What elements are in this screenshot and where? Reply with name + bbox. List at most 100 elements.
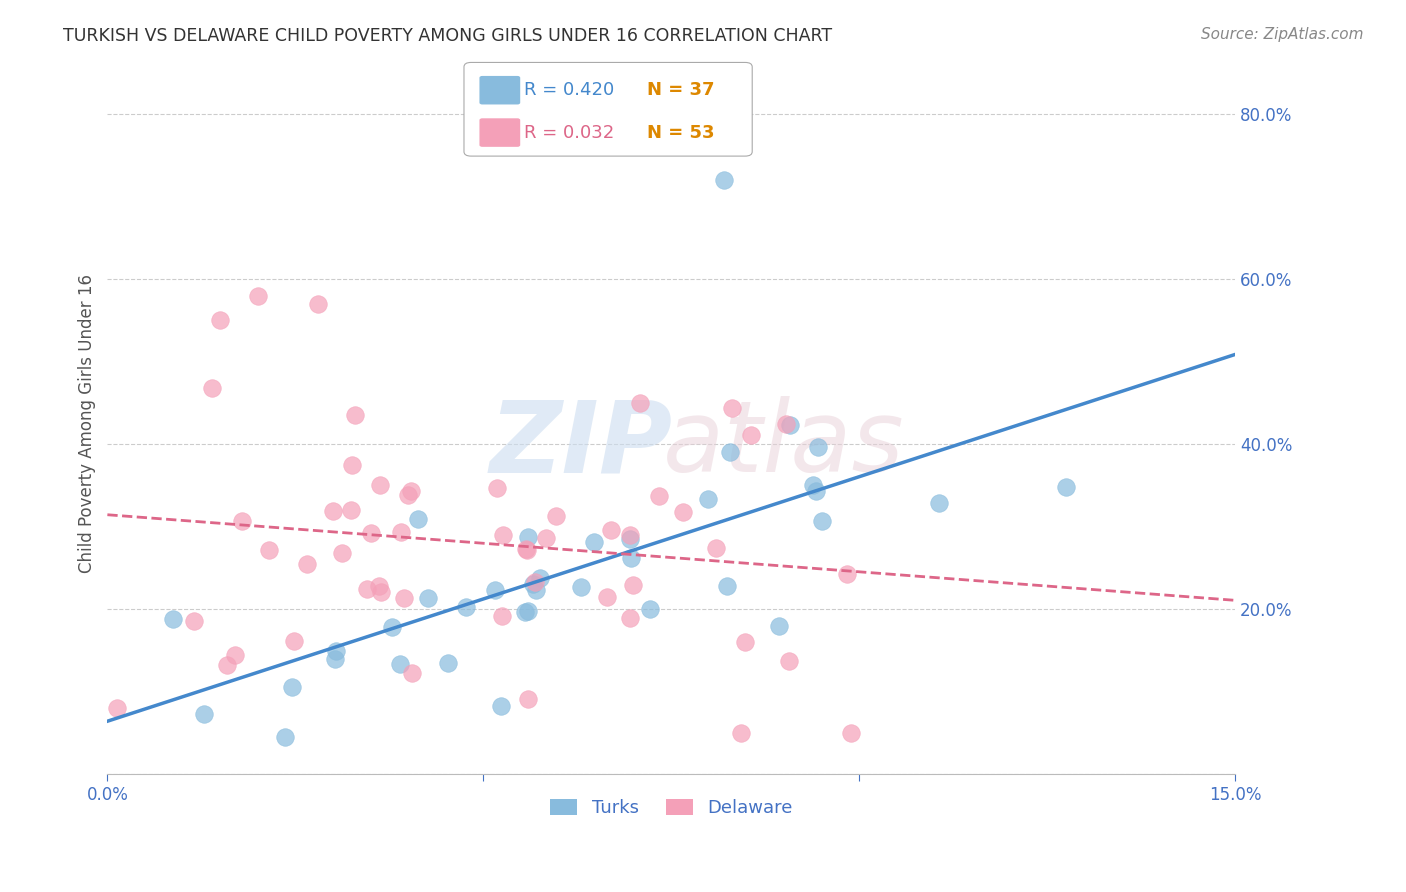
Point xyxy=(398,488,420,502)
Point xyxy=(529,571,551,585)
Text: atlas: atlas xyxy=(664,396,905,493)
Point xyxy=(671,505,693,519)
Point xyxy=(801,478,824,492)
Point xyxy=(546,509,568,524)
Point xyxy=(534,531,557,545)
Text: R = 0.420: R = 0.420 xyxy=(524,81,614,99)
Point xyxy=(162,612,184,626)
Point xyxy=(418,591,440,606)
Point xyxy=(928,496,950,510)
Point xyxy=(696,491,718,506)
Point xyxy=(704,541,727,555)
Point xyxy=(209,313,232,327)
Text: ZIP: ZIP xyxy=(489,396,672,493)
Point xyxy=(307,297,329,311)
Point xyxy=(716,579,738,593)
Point xyxy=(246,288,269,302)
Point xyxy=(492,528,515,542)
Point xyxy=(621,578,644,592)
Point xyxy=(778,654,800,668)
Text: N = 53: N = 53 xyxy=(647,124,714,142)
Point xyxy=(596,591,619,605)
Point xyxy=(619,611,641,625)
Point xyxy=(330,546,353,560)
Point xyxy=(283,633,305,648)
Point xyxy=(517,604,540,618)
Point xyxy=(340,458,363,472)
Point xyxy=(274,730,297,744)
Point xyxy=(734,635,756,649)
Point xyxy=(515,605,537,619)
Y-axis label: Child Poverty Among Girls Under 16: Child Poverty Among Girls Under 16 xyxy=(79,274,96,573)
Point xyxy=(779,417,801,432)
Point xyxy=(835,566,858,581)
Point xyxy=(224,648,246,663)
Text: N = 37: N = 37 xyxy=(647,81,714,99)
Point xyxy=(381,620,404,634)
Point xyxy=(489,698,512,713)
Point xyxy=(454,599,477,614)
Point xyxy=(628,396,651,410)
Point xyxy=(356,582,378,596)
Point xyxy=(281,680,304,694)
Point xyxy=(343,408,366,422)
Point xyxy=(484,582,506,597)
Point xyxy=(295,557,318,571)
Point xyxy=(105,700,128,714)
Point xyxy=(619,527,641,541)
Text: Source: ZipAtlas.com: Source: ZipAtlas.com xyxy=(1201,27,1364,42)
Point xyxy=(406,512,429,526)
Point xyxy=(436,656,458,670)
Point xyxy=(804,483,827,498)
Point xyxy=(569,580,592,594)
Text: R = 0.032: R = 0.032 xyxy=(524,124,614,142)
Point xyxy=(183,615,205,629)
Point xyxy=(582,535,605,549)
Point xyxy=(1054,480,1077,494)
Point xyxy=(325,644,347,658)
Point xyxy=(775,417,797,431)
Point xyxy=(811,514,834,528)
Point xyxy=(524,575,547,590)
Point xyxy=(360,526,382,541)
Point xyxy=(648,489,671,503)
Point xyxy=(806,440,828,454)
Point xyxy=(839,726,862,740)
Point xyxy=(638,601,661,615)
Point xyxy=(768,619,790,633)
Point xyxy=(524,582,547,597)
Point xyxy=(491,609,513,624)
Point xyxy=(516,543,538,558)
Point xyxy=(193,706,215,721)
Text: TURKISH VS DELAWARE CHILD POVERTY AMONG GIRLS UNDER 16 CORRELATION CHART: TURKISH VS DELAWARE CHILD POVERTY AMONG … xyxy=(63,27,832,45)
Point xyxy=(401,666,423,681)
Point xyxy=(401,483,423,498)
Point xyxy=(740,428,762,442)
Point xyxy=(600,524,623,538)
Point xyxy=(394,591,416,605)
Point xyxy=(322,503,344,517)
Point xyxy=(620,551,643,566)
Point xyxy=(516,530,538,544)
Legend: Turks, Delaware: Turks, Delaware xyxy=(543,792,800,825)
Point xyxy=(217,658,239,673)
Point xyxy=(718,445,741,459)
Point xyxy=(368,477,391,491)
Point xyxy=(339,503,361,517)
Point xyxy=(367,579,389,593)
Point xyxy=(201,381,224,395)
Point xyxy=(721,401,744,416)
Point xyxy=(516,692,538,706)
Point xyxy=(619,532,641,546)
Point xyxy=(485,481,508,495)
Point xyxy=(259,542,281,557)
Point xyxy=(323,652,346,666)
Point xyxy=(370,585,392,599)
Point xyxy=(522,577,544,591)
Point xyxy=(730,726,752,740)
Point xyxy=(389,524,412,539)
Point xyxy=(515,542,537,557)
Point xyxy=(231,514,253,528)
Point xyxy=(388,657,411,671)
Point xyxy=(713,173,735,187)
